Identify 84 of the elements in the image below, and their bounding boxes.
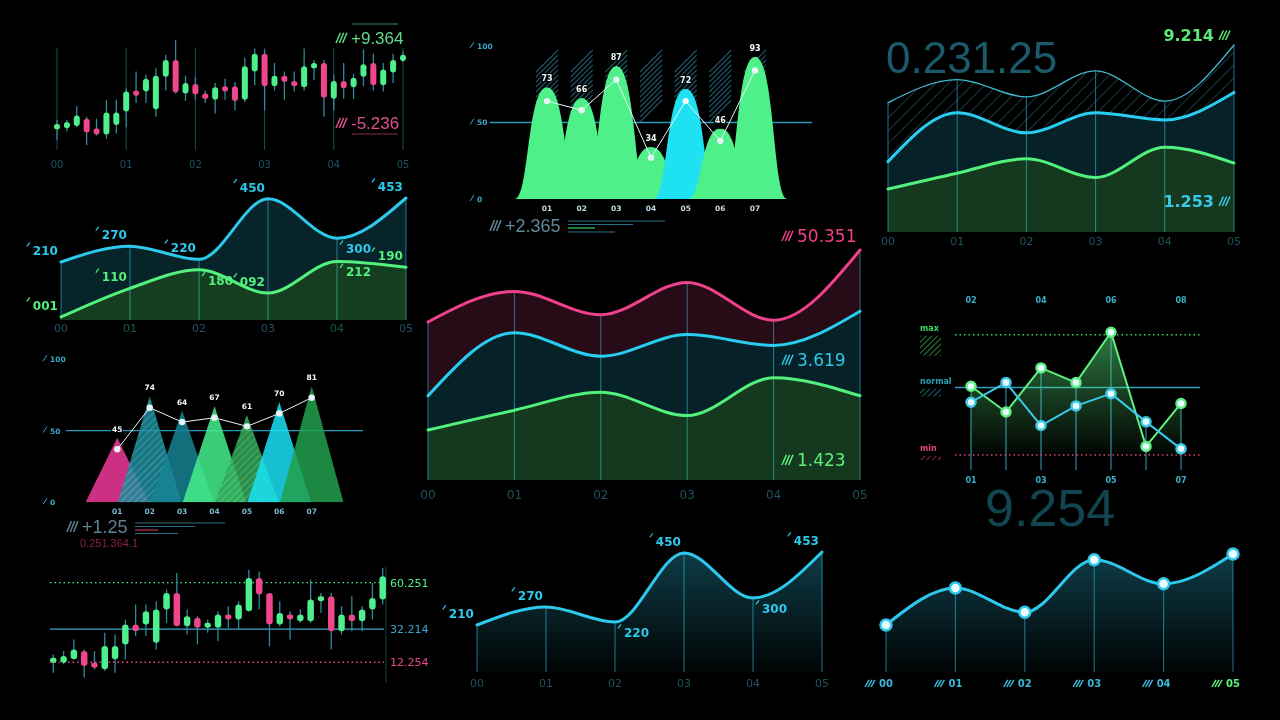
x-tick-label: 01 — [950, 235, 965, 248]
data-label: 300 — [762, 601, 788, 616]
x-tick-label: 05 — [399, 322, 413, 335]
x-tick-label: 03 — [261, 322, 275, 335]
x-tick-label: 02 — [1019, 235, 1034, 248]
y-tick-label: 12.254 — [390, 656, 429, 670]
x2-tick-label: 06 — [1105, 296, 1117, 305]
data-label: 87 — [610, 52, 622, 62]
data-label: 453 — [377, 180, 403, 194]
x2-tick-label: 08 — [1175, 296, 1187, 305]
ref-line-label: min — [920, 444, 938, 453]
x-tick-label: 04 — [1157, 235, 1172, 248]
x-tick-label: 04 — [746, 677, 760, 690]
x-tick-label: 04 — [1156, 678, 1171, 689]
data-label: 93 — [749, 43, 761, 53]
x-tick-label: 05 — [852, 488, 868, 502]
x-tick-label: 03 — [679, 488, 695, 502]
x-tick-label: 05 — [396, 159, 410, 170]
x-tick-label: 03 — [258, 159, 271, 170]
x-tick-label: 03 — [677, 677, 691, 690]
x-tick-label: 05 — [1226, 678, 1240, 689]
x-tick-label: 01 — [539, 677, 553, 690]
data-label: 220 — [170, 241, 196, 256]
x2-tick-label: 02 — [965, 296, 977, 305]
annotation: +9.364 — [351, 29, 404, 48]
x-tick-label: 07 — [1175, 476, 1187, 485]
x-tick-label: 03 — [1088, 235, 1103, 248]
data-label: 210 — [32, 243, 58, 258]
data-label: 270 — [101, 228, 127, 243]
x-tick-label: 02 — [1017, 678, 1032, 689]
x-tick-label: 00 — [881, 235, 895, 248]
x-tick-label: 03 — [1035, 476, 1047, 485]
x-tick-label: 04 — [330, 322, 344, 335]
data-label: 72 — [680, 75, 692, 85]
x-tick-label: 03 — [1087, 678, 1102, 689]
text: 1.253 — [1163, 192, 1214, 211]
annotation: 9.214 — [1163, 26, 1214, 45]
y-tick-label: 32.214 — [390, 623, 429, 637]
x-tick-label: 02 — [192, 322, 206, 335]
x-tick-label: 01 — [965, 476, 977, 485]
x-tick-label: 01 — [119, 159, 133, 170]
x-tick-label: 00 — [879, 678, 893, 689]
data-label: 73 — [541, 74, 553, 84]
x-tick-label: 05 — [815, 677, 829, 690]
annotation: 0.231.25 — [886, 33, 1058, 82]
text: +1.25 — [82, 517, 128, 537]
data-label: 001 — [32, 299, 58, 313]
ref-line-label: normal — [920, 376, 952, 386]
annotation: 3.619 — [797, 350, 846, 370]
x-tick-label: 04 — [327, 159, 341, 170]
x-tick-label: 00 — [50, 159, 64, 170]
data-label: 092 — [239, 275, 265, 290]
x-tick-label: 00 — [420, 488, 436, 502]
data-label: 190 — [377, 249, 403, 264]
text: 0.251.364.1 — [80, 537, 139, 549]
data-label: 110 — [101, 270, 127, 285]
x-tick-label: 05 — [1227, 235, 1241, 248]
text: +2.365 — [505, 216, 561, 236]
x-tick-label: 01 — [123, 322, 137, 335]
x-tick-label: 05 — [1105, 476, 1117, 485]
x-tick-label: 01 — [506, 488, 523, 502]
y-tick-label: 60.251 — [390, 576, 429, 590]
data-label: 220 — [624, 626, 650, 640]
annotation: -5.236 — [351, 114, 400, 133]
data-label: 210 — [448, 607, 474, 621]
data-label: 270 — [517, 588, 543, 603]
data-label: 34 — [645, 133, 657, 143]
ref-line-label: max — [920, 323, 940, 333]
x-tick-label: 01 — [948, 678, 963, 689]
data-label: 300 — [346, 242, 372, 257]
text: 1.423 — [797, 450, 846, 470]
data-label: 66 — [576, 85, 588, 95]
data-label: 453 — [793, 534, 819, 548]
data-label: 450 — [655, 534, 681, 549]
x-tick-label: 02 — [593, 488, 609, 502]
x-tick-label: 02 — [608, 677, 622, 690]
x-tick-label: 04 — [765, 488, 782, 502]
x-tick-label: 00 — [470, 677, 484, 690]
x-tick-label: 00 — [54, 322, 68, 335]
x-tick-label: 02 — [189, 159, 202, 170]
text: 50.351 — [797, 226, 857, 246]
x2-tick-label: 04 — [1035, 296, 1047, 305]
data-label: 212 — [346, 265, 372, 280]
data-label: 450 — [239, 180, 265, 195]
